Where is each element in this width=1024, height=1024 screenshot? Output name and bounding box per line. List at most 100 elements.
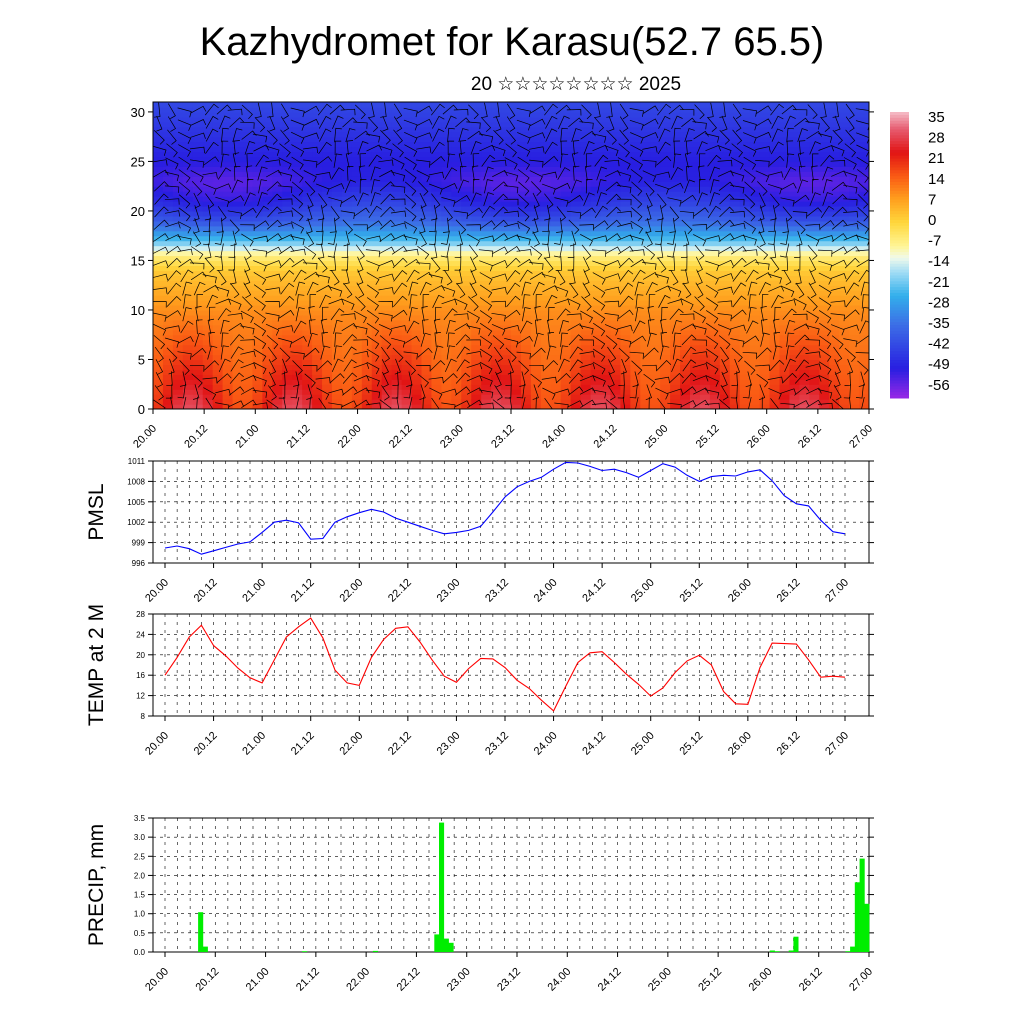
heatmap-cell <box>421 290 433 296</box>
heatmap-cell <box>520 181 532 187</box>
wind-barb <box>304 246 317 260</box>
heatmap-cell <box>520 161 532 167</box>
heatmap-cell <box>570 121 582 128</box>
heatmap-cell <box>172 275 184 281</box>
wind-barb <box>319 128 332 142</box>
heatmap-cell <box>540 404 552 409</box>
heatmap-cell <box>481 102 492 108</box>
heatmap-cell <box>789 319 800 326</box>
heatmap-cell <box>729 354 741 361</box>
heatmap-cell <box>192 389 204 395</box>
heatmap-cell <box>560 334 572 341</box>
heatmap-cell <box>501 126 512 133</box>
heatmap-cell <box>709 111 721 118</box>
heatmap-cell <box>550 404 562 409</box>
heatmap-cell <box>501 399 512 405</box>
heatmap-cell <box>729 106 741 113</box>
heatmap-cell <box>719 245 731 252</box>
heatmap-cell <box>719 359 731 366</box>
heatmap-cell <box>600 384 612 390</box>
heatmap-cell <box>232 265 244 271</box>
heatmap-cell <box>341 102 353 108</box>
heatmap-cell <box>501 111 512 118</box>
heatmap-cell <box>809 196 820 202</box>
heatmap-cell <box>809 156 820 163</box>
heatmap-cell <box>202 255 214 262</box>
wind-barb <box>365 402 381 409</box>
wind-barb <box>291 207 304 222</box>
heatmap-cell <box>759 220 771 227</box>
heatmap-cell <box>699 255 711 262</box>
heatmap-cell <box>401 344 413 351</box>
heatmap-cell <box>859 265 869 271</box>
heatmap-cell <box>332 250 343 257</box>
heatmap-cell <box>192 230 204 237</box>
heatmap-cell <box>212 295 224 301</box>
heatmap-cell <box>719 186 731 192</box>
heatmap-cell <box>172 290 184 296</box>
wind-barb <box>390 185 406 194</box>
heatmap-cell <box>699 275 711 281</box>
heatmap-cell <box>839 399 850 405</box>
heatmap-cell <box>481 176 492 182</box>
heatmap-cell <box>421 374 433 380</box>
heatmap-cell <box>839 374 850 380</box>
heatmap-cell <box>779 404 791 409</box>
heatmap-cell <box>699 156 711 163</box>
heatmap-cell <box>799 235 810 242</box>
heatmap-cell <box>421 339 433 346</box>
heatmap-cell <box>282 210 293 217</box>
heatmap-cell <box>451 354 462 361</box>
heatmap-cell <box>729 319 741 326</box>
heatmap-cell <box>232 275 244 281</box>
heatmap-cell <box>570 344 582 351</box>
heatmap-cell <box>829 394 840 400</box>
heatmap-cell <box>670 404 681 409</box>
heatmap-cell <box>381 161 393 167</box>
heatmap-cell <box>630 191 641 197</box>
heatmap-cell <box>431 324 442 331</box>
wind-barb <box>228 386 245 396</box>
heatmap-cell <box>302 176 313 182</box>
heatmap-cell <box>630 245 641 252</box>
heatmap-cell <box>282 205 293 212</box>
heatmap-cell <box>212 121 224 128</box>
heatmap-cell <box>849 300 860 306</box>
heatmap-cell <box>839 210 850 217</box>
heatmap-cell <box>660 280 671 286</box>
wind-barb <box>403 119 418 131</box>
heatmap-cell <box>670 201 681 207</box>
heatmap-cell <box>699 374 711 380</box>
heatmap-cell <box>829 314 840 321</box>
heatmap-cell <box>699 300 711 306</box>
heatmap-cell <box>640 250 651 257</box>
heatmap-cell <box>570 389 582 395</box>
wind-barb <box>255 102 262 119</box>
heatmap-cell <box>660 116 671 123</box>
heatmap-cell <box>451 186 462 192</box>
heatmap-cell <box>580 176 592 182</box>
heatmap-cell <box>431 245 442 252</box>
heatmap-cell <box>739 215 751 222</box>
heatmap-cell <box>779 275 791 281</box>
heatmap-cell <box>401 334 413 341</box>
heatmap-cell <box>242 121 254 128</box>
heatmap-cell <box>322 374 333 380</box>
heatmap-cell <box>232 210 244 217</box>
heatmap-cell <box>839 260 850 266</box>
heatmap-cell <box>381 240 393 247</box>
wind-barb <box>340 108 356 116</box>
heatmap-cell <box>829 201 840 207</box>
heatmap-cell <box>520 121 532 128</box>
heatmap-cell <box>252 166 263 172</box>
heatmap-cell <box>630 344 641 351</box>
heatmap-cell <box>441 324 452 331</box>
heatmap-cell <box>620 245 631 252</box>
heatmap-cell <box>501 210 512 217</box>
heatmap-cell <box>451 191 462 197</box>
heatmap-cell <box>272 295 283 301</box>
heatmap-cell <box>590 329 602 336</box>
heatmap-cell <box>660 319 671 326</box>
heatmap-cell <box>371 220 383 227</box>
heatmap-cell <box>471 334 482 341</box>
